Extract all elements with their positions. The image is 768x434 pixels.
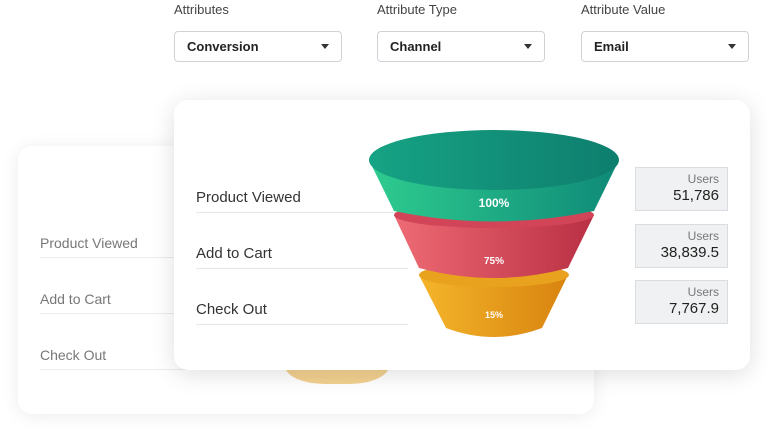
attribute-type-label: Attribute Type <box>377 2 457 17</box>
funnel-card: Product Viewed Add to Cart Check Out Use… <box>174 100 750 370</box>
back-row-product-viewed: Product Viewed <box>40 235 190 258</box>
users-value: 51,786 <box>673 187 719 204</box>
percent-check-out: 15% <box>485 310 503 320</box>
attribute-type-select-value: Channel <box>390 39 442 54</box>
chevron-down-icon <box>321 44 329 49</box>
percent-product-viewed: 100% <box>479 196 510 210</box>
users-value: 38,839.5 <box>660 244 719 261</box>
stage-label-add-to-cart: Add to Cart <box>196 245 408 269</box>
attribute-value-select-value: Email <box>594 39 629 54</box>
back-row-check-out: Check Out <box>40 347 190 370</box>
users-value: 7,767.9 <box>668 300 719 317</box>
users-label: Users <box>687 285 719 299</box>
stage-label-check-out: Check Out <box>196 301 408 325</box>
back-row-add-to-cart: Add to Cart <box>40 291 190 314</box>
attributes-label: Attributes <box>174 2 229 17</box>
users-label: Users <box>687 172 719 186</box>
attribute-value-select[interactable]: Email <box>581 31 749 62</box>
percent-add-to-cart: 75% <box>484 256 504 267</box>
attributes-select[interactable]: Conversion <box>174 31 342 62</box>
attributes-select-value: Conversion <box>187 39 259 54</box>
users-box-check-out: Users 7,767.9 <box>635 280 728 324</box>
users-box-add-to-cart: Users 38,839.5 <box>635 224 728 268</box>
stage-label-product-viewed: Product Viewed <box>196 189 408 213</box>
funnel-stage-product-viewed <box>369 130 619 222</box>
users-label: Users <box>687 229 719 243</box>
chevron-down-icon <box>524 44 532 49</box>
funnel-graphic: 100% 75% 15% <box>369 130 619 337</box>
attribute-value-label: Attribute Value <box>581 2 666 17</box>
users-box-product-viewed: Users 51,786 <box>635 167 728 211</box>
attribute-type-select[interactable]: Channel <box>377 31 545 62</box>
chevron-down-icon <box>728 44 736 49</box>
